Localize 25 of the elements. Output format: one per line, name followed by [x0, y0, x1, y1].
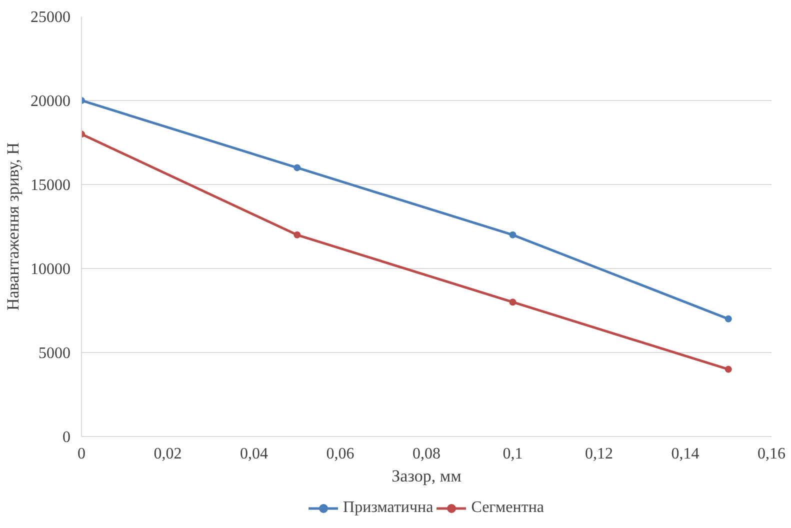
point: [724, 366, 732, 373]
legend-label: Сегментна: [471, 499, 544, 517]
x-tick-label: 0,06: [326, 446, 354, 462]
x-tick-label: 0,1: [502, 446, 523, 462]
y-tick-label: 15000: [30, 177, 70, 194]
x-tick-label: 0,14: [671, 446, 700, 462]
point: [294, 231, 301, 238]
y-axis-title: Навантаження зриву, Н: [4, 142, 22, 311]
point: [509, 231, 516, 238]
y-tick-label: 10000: [30, 261, 70, 278]
point: [294, 164, 301, 172]
y-tick-label: 20000: [30, 93, 70, 110]
x-tick-label: 0,02: [154, 446, 182, 462]
y-tick-label: 25000: [30, 9, 70, 26]
x-tick-label: 0,12: [585, 446, 613, 462]
x-tick-label: 0,08: [412, 446, 440, 462]
x-tick-label: 0: [78, 446, 86, 462]
y-tick-label: 0: [62, 429, 70, 446]
x-axis-title: Зазор, мм: [392, 466, 462, 486]
y-tick-label: 5000: [38, 345, 70, 362]
legend-label: Призматична: [343, 499, 434, 517]
x-tick-label: 0,04: [240, 446, 268, 462]
point: [724, 315, 732, 322]
point: [509, 298, 516, 306]
x-tick-label: 0,16: [758, 446, 786, 462]
